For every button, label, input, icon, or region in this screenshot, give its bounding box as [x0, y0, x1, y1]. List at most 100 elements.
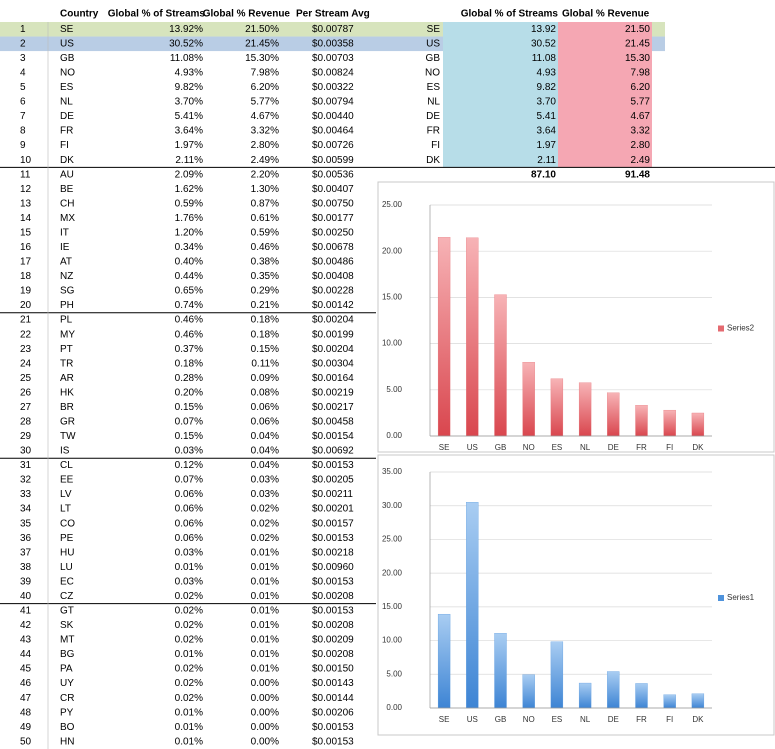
- cell: 4.67: [631, 111, 651, 122]
- bar: [522, 362, 535, 437]
- cell: 0.06%: [251, 416, 279, 427]
- cell: 0.04%: [251, 460, 279, 471]
- chart-frame: [377, 454, 775, 736]
- cell: 7.98%: [251, 68, 279, 79]
- y-tick-label: 15.00: [382, 602, 403, 611]
- cell: 0.01%: [251, 606, 279, 617]
- cell: 0.00%: [251, 736, 279, 747]
- cell: 2.11%: [175, 155, 203, 166]
- cell: MX: [60, 213, 75, 224]
- cell: 0.15%: [251, 344, 279, 355]
- cell: $0.00726: [312, 140, 354, 151]
- cell: 0.06%: [251, 402, 279, 413]
- total: 87.10: [531, 169, 556, 180]
- cell: $0.00208: [312, 649, 354, 660]
- cell: 0.02%: [175, 635, 203, 646]
- x-tick-label: DK: [692, 443, 704, 452]
- cell: 4.67%: [251, 111, 279, 122]
- cell: 6.20%: [251, 82, 279, 93]
- cell: CO: [60, 518, 75, 529]
- cell: 0.18%: [251, 329, 279, 340]
- row-number: 7: [20, 111, 26, 122]
- y-tick-label: 35.00: [382, 467, 403, 476]
- cell: 0.01%: [251, 576, 279, 587]
- cell: 3.70%: [175, 97, 203, 108]
- cell: $0.00205: [312, 475, 354, 486]
- bar: [437, 237, 451, 437]
- cell: LU: [60, 562, 73, 573]
- cell: $0.00458: [312, 416, 354, 427]
- cell: $0.00824: [312, 68, 354, 79]
- cell: 3.32: [631, 126, 651, 137]
- x-tick-label: NL: [580, 443, 591, 452]
- cell: 21.50%: [245, 24, 279, 35]
- y-tick-label: 5.00: [386, 385, 402, 394]
- cell: GB: [60, 53, 75, 64]
- cell: SG: [60, 286, 75, 297]
- row-number: 16: [20, 242, 32, 253]
- cell: $0.00304: [312, 358, 354, 369]
- cell: DE: [60, 111, 74, 122]
- cell: $0.00358: [312, 38, 354, 49]
- cell: 0.00%: [251, 678, 279, 689]
- cell: 0.87%: [251, 198, 279, 209]
- row-number: 39: [20, 576, 32, 587]
- cell: LV: [60, 489, 72, 500]
- cell: 0.34%: [175, 242, 203, 253]
- row-number: 41: [20, 606, 32, 617]
- cell: 0.20%: [175, 387, 203, 398]
- cell: 0.04%: [251, 431, 279, 442]
- cell: 0.74%: [175, 300, 203, 311]
- x-tick-label: FR: [636, 715, 647, 724]
- cell: 0.44%: [175, 271, 203, 282]
- cell: 11.08%: [170, 53, 203, 64]
- y-tick-label: 25.00: [382, 200, 403, 209]
- row-number: 22: [20, 329, 32, 340]
- cell: 0.61%: [251, 213, 279, 224]
- cell: 0.07%: [175, 416, 203, 427]
- cell: DK: [60, 155, 74, 166]
- cell: 0.02%: [175, 664, 203, 675]
- cell: 0.35%: [251, 271, 279, 282]
- row-number: 13: [20, 198, 32, 209]
- cell: 5.41: [537, 111, 557, 122]
- bar: [691, 693, 705, 709]
- cell: 0.08%: [251, 387, 279, 398]
- cell: 0.46%: [251, 242, 279, 253]
- row-number: 21: [20, 315, 32, 326]
- column-header: Per Stream Avg: [296, 9, 370, 20]
- row-number: 44: [20, 649, 32, 660]
- cell: $0.00153: [312, 736, 354, 747]
- cell: MT: [60, 635, 74, 646]
- cell: IE: [60, 242, 70, 253]
- cell: $0.00144: [312, 693, 354, 704]
- cell: 0.04%: [251, 446, 279, 457]
- cell: MY: [60, 329, 75, 340]
- column-fill: [558, 22, 652, 168]
- y-tick-label: 5.00: [386, 669, 402, 678]
- cell: 0.02%: [175, 620, 203, 631]
- x-tick-label: ES: [552, 715, 563, 724]
- y-tick-label: 25.00: [382, 535, 403, 544]
- cell: FR: [427, 126, 440, 137]
- x-tick-label: DK: [692, 715, 704, 724]
- cell: IT: [60, 227, 69, 238]
- cell: 0.18%: [251, 315, 279, 326]
- x-tick-label: SE: [439, 715, 450, 724]
- cell: 1.97: [537, 140, 557, 151]
- cell: 1.30%: [251, 184, 279, 195]
- bar: [550, 641, 564, 709]
- bar: [663, 409, 676, 437]
- cell: NO: [425, 68, 440, 79]
- cell: ES: [427, 82, 441, 93]
- cell: NO: [60, 68, 75, 79]
- cell: PH: [60, 300, 74, 311]
- cell: 0.59%: [175, 198, 203, 209]
- row-number: 15: [20, 227, 32, 238]
- cell: $0.00960: [312, 562, 354, 573]
- cell: $0.00219: [312, 387, 354, 398]
- row-number: 43: [20, 635, 32, 646]
- cell: $0.00217: [312, 402, 354, 413]
- cell: SK: [60, 620, 74, 631]
- cell: $0.00206: [312, 707, 354, 718]
